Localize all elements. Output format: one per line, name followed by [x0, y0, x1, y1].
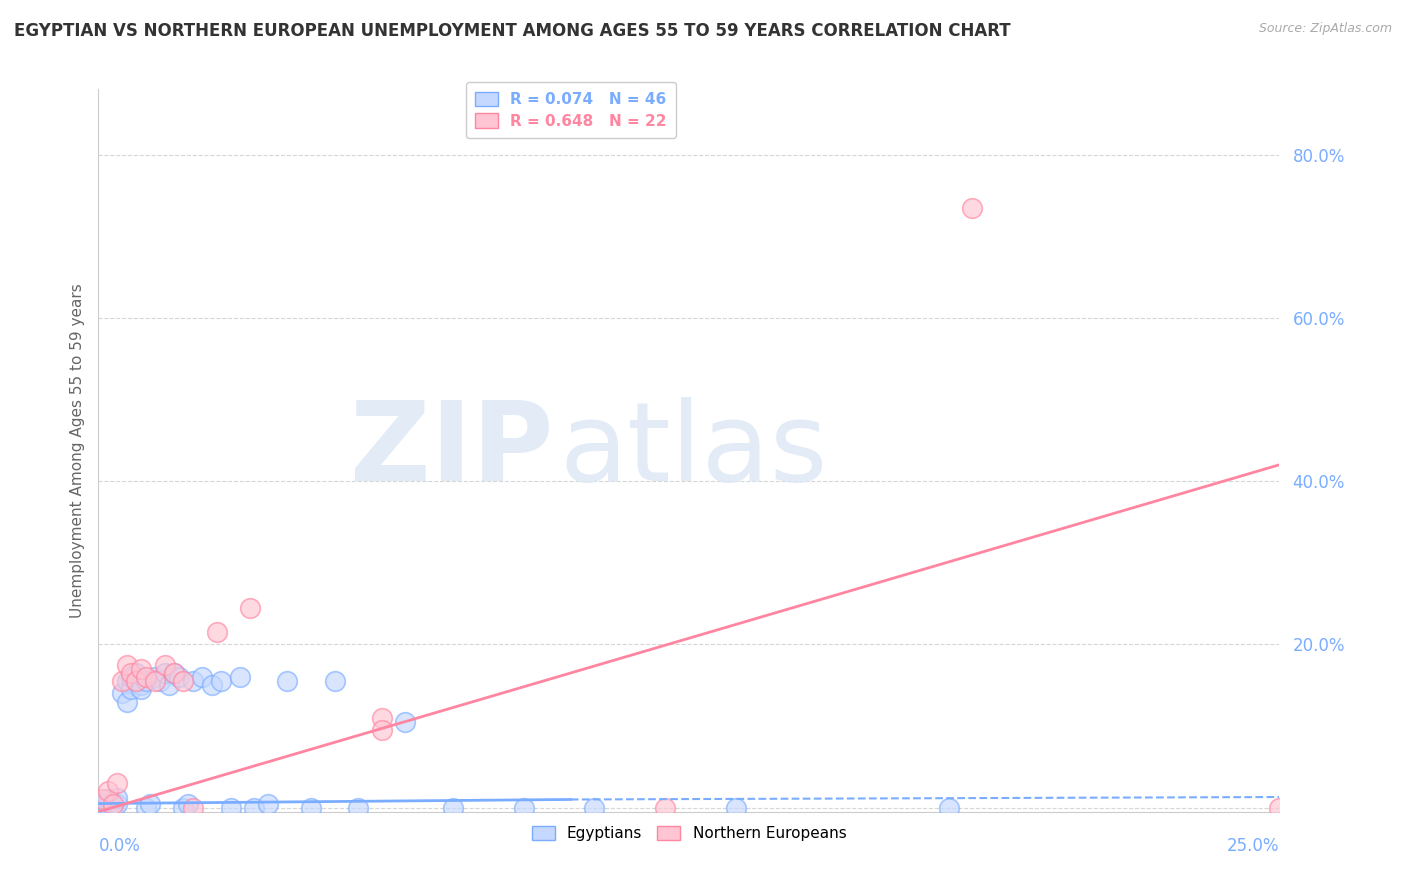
Point [129, 678, 152, 692]
Text: 0.0%: 0.0% [98, 837, 141, 855]
Point [167, 670, 190, 684]
Point [105, 797, 128, 811]
Text: EGYPTIAN VS NORTHERN EUROPEAN UNEMPLOYMENT AMONG AGES 55 TO 59 YEARS CORRELATION: EGYPTIAN VS NORTHERN EUROPEAN UNEMPLOYME… [14, 22, 1011, 40]
Point [139, 797, 162, 811]
Point [129, 662, 152, 676]
Point [87, 800, 110, 814]
Point [394, 714, 416, 729]
Point [654, 800, 676, 814]
Point [938, 800, 960, 814]
Point [115, 674, 138, 689]
Point [725, 800, 748, 814]
Text: ZIP: ZIP [350, 397, 553, 504]
Point [135, 674, 157, 689]
Text: Source: ZipAtlas.com: Source: ZipAtlas.com [1258, 22, 1392, 36]
Point [125, 674, 148, 689]
Point [181, 800, 204, 814]
Point [115, 657, 138, 672]
Point [153, 657, 176, 672]
Point [125, 665, 148, 680]
Point [239, 600, 262, 615]
Point [121, 665, 143, 680]
Point [129, 682, 152, 697]
Text: atlas: atlas [560, 397, 828, 504]
Y-axis label: Unemployment Among Ages 55 to 59 years: Unemployment Among Ages 55 to 59 years [69, 283, 84, 618]
Point [101, 800, 124, 814]
Point [143, 670, 166, 684]
Point [219, 800, 242, 814]
Point [205, 625, 228, 640]
Point [91, 797, 114, 811]
Text: 25.0%: 25.0% [1227, 837, 1279, 855]
Point [97, 792, 120, 806]
Point [1268, 800, 1291, 814]
Point [157, 678, 180, 692]
Point [583, 800, 606, 814]
Point [153, 665, 176, 680]
Point [229, 670, 252, 684]
Point [163, 665, 186, 680]
Point [135, 800, 157, 814]
Point [101, 797, 124, 811]
Point [91, 800, 114, 814]
Point [97, 784, 120, 798]
Point [172, 800, 194, 814]
Point [121, 670, 143, 684]
Point [177, 797, 200, 811]
Point [962, 201, 984, 215]
Point [111, 686, 134, 700]
Legend: Egyptians, Northern Europeans: Egyptians, Northern Europeans [526, 820, 852, 847]
Point [125, 674, 148, 689]
Point [172, 674, 194, 689]
Point [121, 682, 143, 697]
Point [143, 674, 166, 689]
Point [191, 670, 214, 684]
Point [371, 711, 394, 725]
Point [299, 800, 322, 814]
Point [323, 674, 346, 689]
Point [257, 797, 280, 811]
Point [135, 670, 157, 684]
Point [347, 800, 370, 814]
Point [149, 674, 172, 689]
Point [181, 674, 204, 689]
Point [115, 694, 138, 708]
Point [163, 665, 186, 680]
Point [201, 678, 224, 692]
Point [276, 674, 298, 689]
Point [209, 674, 232, 689]
Point [111, 674, 134, 689]
Point [97, 799, 120, 814]
Point [105, 776, 128, 790]
Point [105, 790, 128, 805]
Point [512, 800, 534, 814]
Point [243, 800, 266, 814]
Point [91, 792, 114, 806]
Point [371, 723, 394, 737]
Point [441, 800, 464, 814]
